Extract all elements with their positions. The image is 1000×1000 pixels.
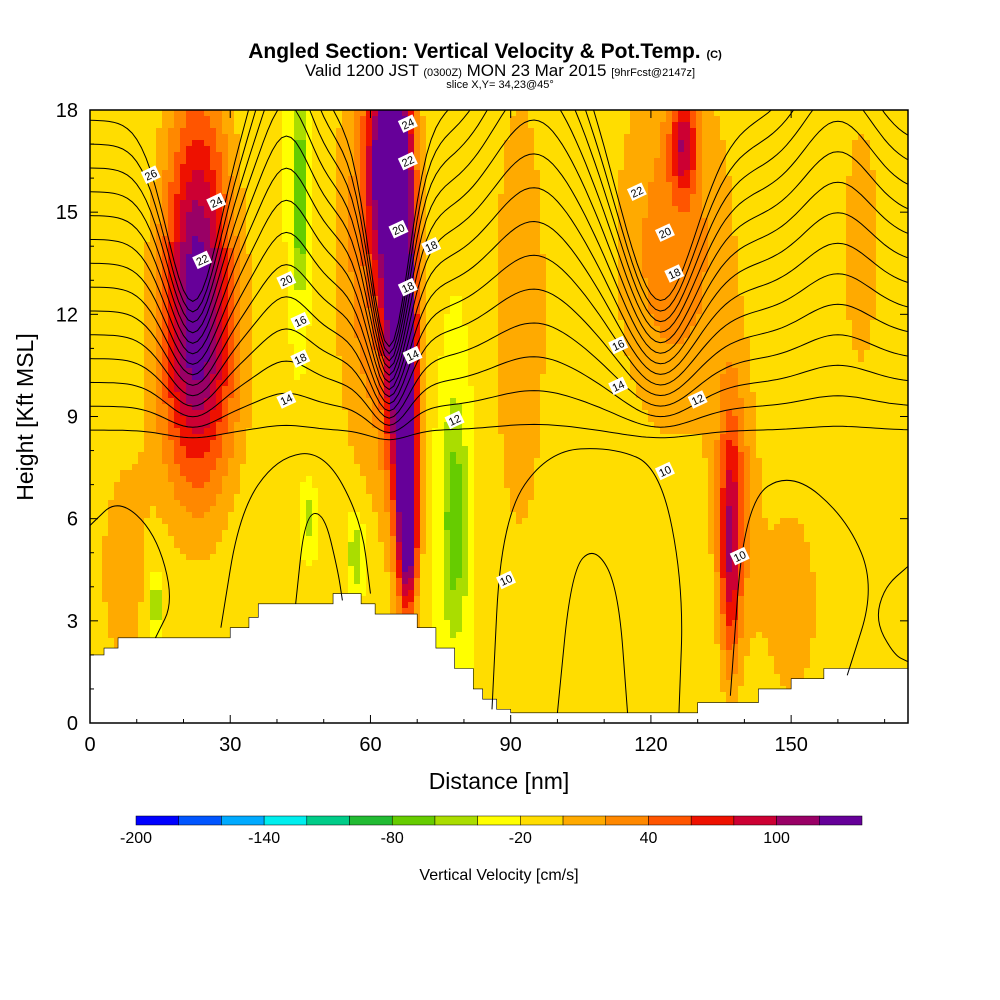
theta-contour-line [90, 423, 908, 441]
colorbar-tick-label: 40 [640, 830, 658, 847]
theta-contour-line [90, 254, 908, 405]
colorbar-swatch [263, 815, 308, 826]
x-tick-label: 150 [774, 734, 807, 756]
chart-title: Angled Section: Vertical Velocity & Pot.… [248, 40, 722, 63]
contour-label: 18 [397, 277, 418, 297]
theta-contour-loop [877, 565, 908, 663]
theta-contour-line [90, 288, 908, 412]
x-axis-label: Distance [nm] [429, 768, 570, 794]
contour-label: 24 [397, 114, 418, 133]
theta-contour-line [90, 110, 908, 355]
terrain-mask [90, 593, 908, 723]
contour-labels: 10 10 10 12 12 14 14 14 16 16 18 18 18 18 20 20 20 22 22 22… [140, 114, 750, 590]
contour-label: 20 [388, 219, 409, 239]
colorbar-swatch [605, 815, 649, 826]
contour-label: 14 [276, 390, 297, 409]
theta-contour-loop [556, 552, 629, 713]
theta-contour-line [90, 390, 908, 434]
contour-label: 12 [687, 390, 708, 409]
contour-label: 24 [206, 192, 227, 212]
contour-label: 18 [421, 236, 442, 256]
contour-label: 12 [444, 410, 465, 430]
x-axis: 0 30 60 90 120 150 [84, 110, 886, 756]
theta-contour-loop [729, 479, 869, 696]
y-tick-label: 9 [67, 407, 78, 429]
contour-label: 20 [654, 223, 675, 242]
x-tick-label: 60 [359, 734, 381, 756]
contour-label: 22 [626, 182, 647, 202]
y-tick-label: 15 [56, 202, 78, 224]
x-tick-label: 120 [634, 734, 667, 756]
colorbar-swatch [178, 815, 222, 826]
contour-label: 22 [397, 151, 418, 171]
theta-contour-line [90, 356, 908, 426]
theta-contour-line [90, 110, 908, 362]
x-tick-label: 90 [500, 734, 522, 756]
plot-area: 10 10 10 12 12 14 14 14 16 16 18 18 18 18 20 20 20 22 22 22… [90, 110, 908, 723]
y-tick-label: 12 [56, 304, 78, 326]
colorbar-tick-label: -20 [509, 830, 532, 847]
theta-contour-line [90, 322, 908, 419]
theta-contour-line [90, 119, 908, 376]
contour-label: 10 [496, 570, 517, 590]
colorbar-swatch [349, 815, 393, 826]
y-tick-label: 18 [56, 100, 78, 122]
y-tick-label: 0 [67, 713, 78, 735]
colorbar-swatch [391, 815, 436, 826]
y-tick-label: 6 [67, 509, 78, 531]
colorbar-swatch [648, 815, 692, 826]
contour-label: 18 [664, 264, 685, 283]
y-tick-label: 3 [67, 611, 78, 633]
chart-subtitle: Valid 1200 JST (0300Z) MON 23 Mar 2015 [… [305, 61, 695, 80]
contour-label: 18 [290, 349, 311, 368]
theta-contour-line [90, 110, 908, 369]
y-axis: 0 3 6 9 12 15 18 [56, 100, 908, 735]
colorbar-swatch [690, 815, 735, 826]
colorbar-swatch [221, 815, 265, 826]
colorbar-tick-label: 100 [763, 830, 790, 847]
colorbar-swatch [477, 815, 521, 826]
colorbar-tick-label: -140 [248, 830, 280, 847]
theta-contour-line [90, 187, 908, 391]
contour-label: 10 [729, 546, 750, 566]
colorbar-tick-label: -80 [381, 830, 404, 847]
contour-label: 26 [140, 165, 161, 184]
contour-label: 16 [290, 311, 311, 331]
theta-contour-loop [295, 513, 343, 604]
theta-contour-line [90, 110, 908, 348]
colorbar-tick-label: -200 [120, 830, 152, 847]
colorbar-swatch [306, 815, 350, 826]
contour-label: 20 [276, 271, 297, 290]
theta-contour-line [90, 220, 908, 398]
colorbar-swatch [819, 815, 863, 826]
colorbar-swatch [135, 815, 179, 826]
terrain-surface [90, 593, 908, 723]
colorbar-swatch [733, 815, 777, 826]
colorbar-label: Vertical Velocity [cm/s] [419, 867, 578, 884]
contour-label: 14 [402, 345, 423, 365]
contour-label: 14 [608, 376, 629, 396]
theta-contours [90, 110, 908, 713]
contour-label: 10 [654, 461, 675, 481]
theta-contour-loop [220, 453, 371, 628]
contour-label: 16 [608, 335, 629, 355]
x-tick-label: 30 [219, 734, 241, 756]
colorbar-swatch [562, 815, 607, 826]
contour-label: 22 [192, 250, 213, 270]
x-tick-label: 0 [84, 734, 95, 756]
colorbar-swatch [520, 815, 564, 826]
y-axis-label: Height [Kft MSL] [12, 333, 38, 500]
colorbar-swatch [776, 815, 820, 826]
colorbar-swatch [434, 815, 478, 826]
chart-slice-info: slice X,Y= 34,23@45° [446, 79, 554, 91]
theta-contour-loop [491, 448, 683, 713]
colorbar: -200 -140 -80 -20 40 100 [120, 815, 863, 847]
theta-contour-line [90, 153, 908, 383]
